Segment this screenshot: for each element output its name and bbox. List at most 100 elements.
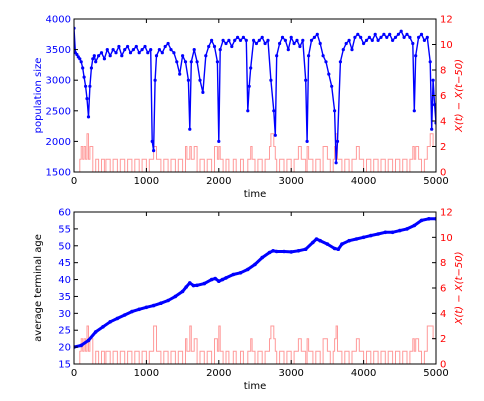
data-point [166, 298, 170, 303]
data-point [150, 139, 154, 143]
y-tick-label: 60 [58, 208, 71, 219]
data-point [152, 149, 156, 153]
data-point [324, 60, 328, 64]
data-point [201, 90, 205, 94]
data-point [273, 133, 277, 137]
data-point [212, 44, 217, 49]
y-tick-label: 45 [58, 258, 71, 269]
data-point [292, 41, 296, 46]
data-point [260, 255, 265, 260]
data-point [184, 285, 188, 289]
data-point [192, 48, 196, 52]
data-point [338, 60, 342, 64]
data-point [114, 51, 118, 55]
y-tick-label: 1500 [46, 168, 71, 179]
data-point [210, 38, 214, 43]
data-point [370, 38, 374, 43]
data-point [173, 294, 178, 299]
data-point [97, 54, 101, 58]
data-point [344, 41, 348, 46]
data-point [335, 139, 340, 143]
data-point [131, 48, 135, 52]
data-point [414, 54, 418, 58]
data-point [412, 109, 416, 113]
data-point [120, 54, 124, 58]
data-point [311, 240, 315, 245]
series-change-step-line [74, 325, 436, 364]
data-point [254, 41, 258, 46]
data-point [105, 48, 109, 52]
data-point [383, 230, 388, 235]
data-point [257, 38, 261, 43]
data-point [364, 38, 369, 43]
data-point [233, 38, 237, 43]
data-point [137, 51, 141, 55]
data-point [227, 38, 231, 43]
data-point [224, 41, 228, 46]
data-point [321, 54, 325, 58]
data-point [330, 84, 334, 88]
data-point [260, 35, 264, 40]
data-point [282, 249, 286, 254]
y-tick-label: 2500 [46, 106, 71, 117]
x-axis-label: time [244, 189, 267, 200]
y-tick-label: 30 [58, 309, 71, 320]
data-point [86, 338, 91, 343]
data-point [275, 54, 279, 58]
data-point [427, 217, 431, 221]
data-point [350, 48, 354, 52]
data-point [399, 29, 403, 33]
data-point [318, 41, 322, 46]
data-point [390, 230, 395, 235]
y2-tick-label: 12 [440, 208, 453, 219]
data-point [341, 48, 345, 52]
data-point [151, 303, 156, 308]
data-point [402, 35, 406, 40]
data-point [340, 242, 344, 246]
data-point [230, 44, 234, 49]
data-point [178, 72, 182, 76]
x-axis-label: time [244, 381, 267, 392]
x-tick-label: 5000 [423, 368, 448, 379]
y-tick-label: 25 [58, 326, 71, 337]
data-point [325, 242, 330, 246]
data-point [369, 233, 373, 238]
data-point [280, 35, 285, 40]
data-point [195, 283, 199, 288]
data-point [86, 115, 91, 119]
x-tick-label: 4000 [351, 176, 376, 187]
y-tick-label: 2000 [46, 137, 71, 148]
data-point [373, 32, 377, 36]
x-tick-label: 0 [71, 368, 77, 379]
data-point [157, 48, 161, 52]
data-point [391, 38, 395, 43]
data-point [315, 32, 319, 36]
data-point [94, 60, 98, 64]
data-point [149, 48, 153, 52]
y2-tick-label: 0 [440, 168, 446, 179]
data-point [269, 78, 273, 82]
data-point [296, 249, 301, 253]
data-point [75, 52, 79, 57]
data-point [163, 44, 167, 49]
data-point [303, 247, 308, 251]
y-tick-label: 20 [58, 343, 71, 354]
data-point [295, 38, 299, 43]
data-point [84, 84, 88, 88]
data-point [430, 127, 434, 131]
x-tick-label: 0 [71, 176, 77, 187]
data-point [82, 75, 86, 79]
data-point [428, 60, 432, 64]
data-point [354, 237, 359, 241]
series-primary-points [74, 217, 436, 349]
data-point [318, 238, 323, 243]
data-point [314, 237, 319, 241]
y-tick-label: 3500 [46, 45, 71, 56]
data-point [215, 60, 219, 64]
data-point [108, 54, 112, 58]
data-point [231, 272, 236, 277]
data-point [224, 276, 228, 280]
y-tick-label: 35 [58, 292, 71, 303]
y2-tick-label: 10 [440, 40, 453, 51]
data-point [101, 325, 105, 329]
